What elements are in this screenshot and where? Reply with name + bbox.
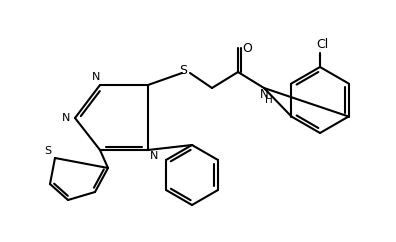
Text: N: N bbox=[92, 72, 101, 82]
Text: S: S bbox=[179, 65, 187, 77]
Text: H: H bbox=[265, 95, 273, 105]
Text: N: N bbox=[62, 113, 70, 123]
Text: Cl: Cl bbox=[316, 38, 328, 52]
Text: N: N bbox=[150, 151, 159, 161]
Text: N: N bbox=[260, 88, 268, 100]
Text: S: S bbox=[45, 146, 52, 156]
Text: O: O bbox=[242, 41, 252, 54]
